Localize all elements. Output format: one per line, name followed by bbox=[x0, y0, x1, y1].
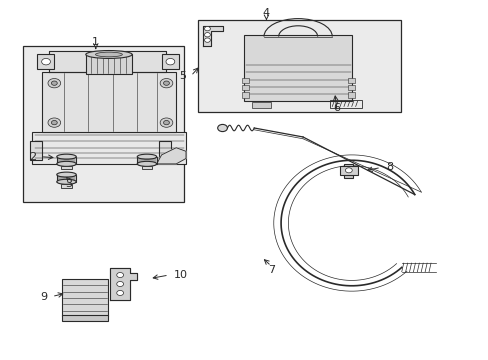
Circle shape bbox=[163, 121, 169, 125]
Circle shape bbox=[117, 291, 123, 296]
Polygon shape bbox=[49, 51, 166, 72]
Text: 2: 2 bbox=[29, 152, 36, 162]
Bar bbox=[61, 184, 72, 188]
Bar bbox=[347, 78, 354, 83]
Ellipse shape bbox=[85, 50, 132, 58]
Bar bbox=[142, 166, 152, 169]
Ellipse shape bbox=[137, 161, 157, 166]
Circle shape bbox=[160, 118, 172, 127]
Text: 3: 3 bbox=[65, 179, 72, 189]
Bar bbox=[242, 85, 249, 90]
Bar bbox=[42, 72, 176, 132]
Circle shape bbox=[204, 27, 210, 31]
Circle shape bbox=[163, 81, 169, 85]
Circle shape bbox=[345, 168, 351, 173]
Bar bbox=[347, 92, 354, 98]
Bar bbox=[244, 35, 351, 101]
Bar bbox=[37, 54, 54, 69]
Text: 8: 8 bbox=[385, 162, 392, 172]
Bar bbox=[161, 54, 178, 69]
Circle shape bbox=[117, 273, 123, 278]
Circle shape bbox=[165, 58, 174, 65]
Circle shape bbox=[204, 38, 210, 42]
Bar bbox=[32, 132, 185, 164]
Bar bbox=[61, 279, 108, 316]
Bar bbox=[61, 166, 72, 169]
Bar bbox=[30, 140, 42, 160]
Polygon shape bbox=[157, 148, 185, 164]
Circle shape bbox=[48, 118, 61, 127]
Bar bbox=[242, 92, 249, 98]
Text: 5: 5 bbox=[179, 71, 185, 81]
Text: 7: 7 bbox=[267, 265, 274, 275]
Bar bbox=[61, 315, 108, 320]
Bar bbox=[86, 54, 132, 74]
Polygon shape bbox=[203, 26, 222, 45]
Text: 1: 1 bbox=[92, 37, 99, 47]
Bar bbox=[198, 21, 400, 112]
Circle shape bbox=[48, 78, 61, 88]
Bar bbox=[57, 157, 76, 164]
Polygon shape bbox=[110, 268, 137, 300]
Bar bbox=[251, 102, 271, 108]
Ellipse shape bbox=[57, 172, 76, 177]
Ellipse shape bbox=[137, 154, 157, 159]
Circle shape bbox=[160, 78, 172, 88]
Ellipse shape bbox=[57, 154, 76, 159]
Circle shape bbox=[51, 121, 57, 125]
Text: 10: 10 bbox=[173, 270, 187, 280]
Circle shape bbox=[204, 33, 210, 37]
Ellipse shape bbox=[57, 161, 76, 166]
Circle shape bbox=[117, 282, 123, 287]
Bar bbox=[344, 164, 352, 178]
Bar bbox=[57, 175, 76, 182]
Text: 9: 9 bbox=[40, 292, 47, 302]
Text: 6: 6 bbox=[333, 103, 340, 113]
Ellipse shape bbox=[95, 52, 122, 57]
Bar bbox=[347, 85, 354, 90]
Bar bbox=[137, 157, 157, 164]
Bar bbox=[242, 78, 249, 83]
Circle shape bbox=[217, 125, 227, 132]
Bar bbox=[159, 140, 171, 160]
Text: 4: 4 bbox=[263, 8, 269, 18]
Circle shape bbox=[41, 58, 50, 65]
Bar bbox=[329, 100, 361, 108]
Ellipse shape bbox=[57, 179, 76, 184]
Bar bbox=[339, 166, 357, 175]
Circle shape bbox=[51, 81, 57, 85]
Bar bbox=[22, 45, 183, 202]
